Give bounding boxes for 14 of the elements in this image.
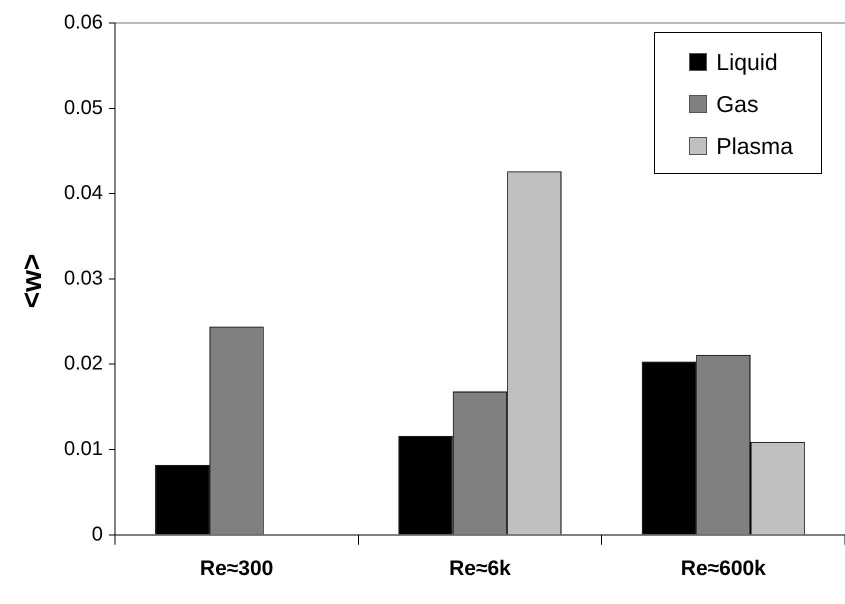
y-tick-label: 0.06: [64, 12, 103, 34]
x-tick-label: Re≈6k: [449, 557, 512, 580]
x-tick-label: Re≈600k: [680, 557, 766, 580]
y-axis-title: <w>: [16, 252, 48, 310]
y-tick-label: 0.04: [64, 182, 103, 204]
y-tick-label: 0: [92, 523, 103, 546]
x-tick-label: Re≈300: [200, 557, 274, 580]
y-tick-label: 0.01: [64, 438, 103, 460]
legend-label: Liquid: [716, 48, 778, 76]
y-tick-label: 0.05: [64, 96, 103, 119]
legend-label: Gas: [716, 90, 758, 118]
y-tick-label: 0.03: [64, 267, 103, 290]
legend-label: Plasma: [716, 132, 793, 160]
y-tick-label: 0.02: [64, 352, 103, 375]
